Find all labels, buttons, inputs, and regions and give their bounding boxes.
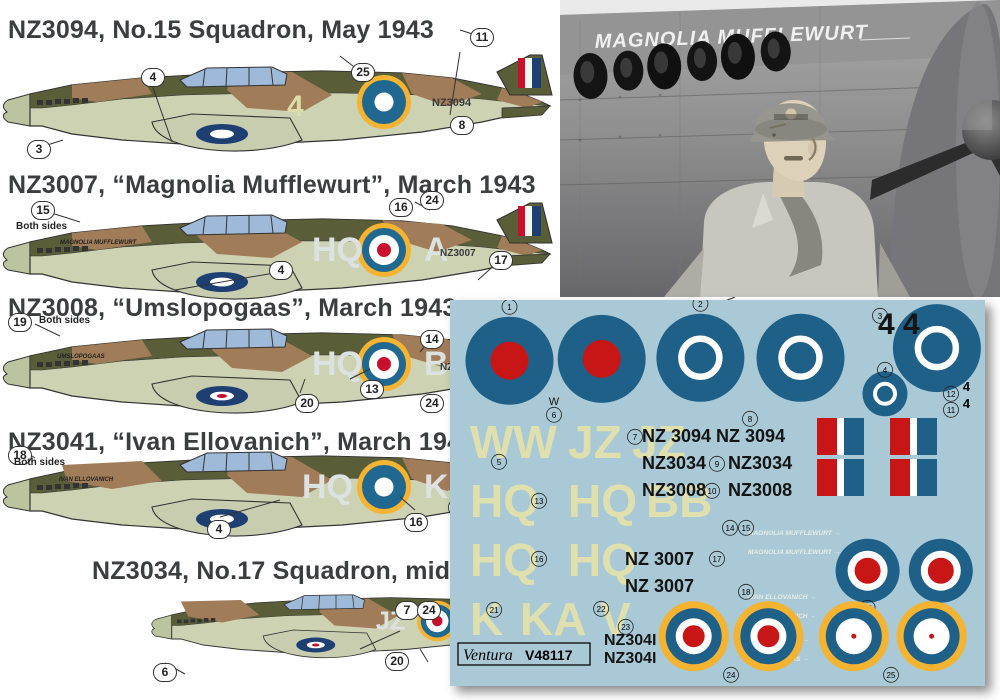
svg-text:K: K xyxy=(424,468,449,506)
svg-text:4 4: 4 4 xyxy=(878,308,920,341)
svg-text:Ventura: Ventura xyxy=(463,647,513,664)
svg-text:MAGNOLIA MUFFLEWURT →: MAGNOLIA MUFFLEWURT → xyxy=(748,549,840,556)
svg-text:21: 21 xyxy=(490,606,499,615)
svg-text:9: 9 xyxy=(715,460,720,469)
svg-text:NZ 3007: NZ 3007 xyxy=(625,576,694,596)
svg-text:W: W xyxy=(549,396,560,408)
svg-text:18: 18 xyxy=(742,588,751,597)
svg-text:NZ3094: NZ3094 xyxy=(432,97,472,109)
svg-text:K: K xyxy=(470,593,503,645)
svg-text:7: 7 xyxy=(633,433,638,442)
svg-text:UMSLOPOGAAS: UMSLOPOGAAS xyxy=(57,354,105,360)
svg-text:NZ304I: NZ304I xyxy=(604,632,656,649)
svg-text:14: 14 xyxy=(726,524,735,533)
svg-text:15: 15 xyxy=(742,524,751,533)
svg-text:HQ: HQ xyxy=(568,475,637,527)
svg-text:4: 4 xyxy=(963,396,971,411)
svg-text:IVAN ELLOVANICH: IVAN ELLOVANICH xyxy=(59,477,114,483)
svg-text:HQ: HQ xyxy=(312,231,363,269)
svg-text:17: 17 xyxy=(713,555,722,564)
svg-text:4: 4 xyxy=(883,366,888,375)
svg-text:11: 11 xyxy=(947,406,956,415)
svg-text:V48117: V48117 xyxy=(525,647,573,663)
svg-text:NZ 3094 NZ 3094: NZ 3094 NZ 3094 xyxy=(642,426,785,446)
svg-text:NZ 3007: NZ 3007 xyxy=(625,549,694,569)
svg-text:IVAN ELLOVANICH →: IVAN ELLOVANICH → xyxy=(748,594,816,601)
svg-text:HQ: HQ xyxy=(312,345,363,383)
svg-text:4: 4 xyxy=(963,379,971,394)
svg-text:HQ: HQ xyxy=(470,475,539,527)
svg-text:NZ304I: NZ304I xyxy=(604,650,656,667)
svg-text:13: 13 xyxy=(535,497,544,506)
svg-text:25: 25 xyxy=(887,671,896,680)
svg-text:4: 4 xyxy=(287,90,304,123)
svg-text:MAGNOLIA MUFFLEWURT →: MAGNOLIA MUFFLEWURT → xyxy=(748,530,840,537)
svg-text:23: 23 xyxy=(621,623,630,632)
svg-text:5: 5 xyxy=(497,458,502,467)
svg-text:HQ: HQ xyxy=(302,468,353,506)
svg-text:MAGNOLIA MUFFLEWURT: MAGNOLIA MUFFLEWURT xyxy=(60,240,138,246)
svg-text:24: 24 xyxy=(727,671,736,680)
svg-text:JZ: JZ xyxy=(568,416,622,468)
svg-text:NZ3007: NZ3007 xyxy=(440,248,476,259)
svg-text:1: 1 xyxy=(507,303,512,312)
svg-text:12: 12 xyxy=(947,390,956,399)
svg-text:16: 16 xyxy=(535,555,544,564)
svg-text:6: 6 xyxy=(552,411,557,420)
svg-text:22: 22 xyxy=(597,605,606,614)
svg-text:2: 2 xyxy=(698,300,703,309)
svg-text:KA: KA xyxy=(520,593,586,645)
svg-text:HQ: HQ xyxy=(470,534,539,586)
svg-text:10: 10 xyxy=(708,487,717,496)
svg-text:8: 8 xyxy=(748,415,753,424)
svg-text:WW: WW xyxy=(470,416,557,468)
